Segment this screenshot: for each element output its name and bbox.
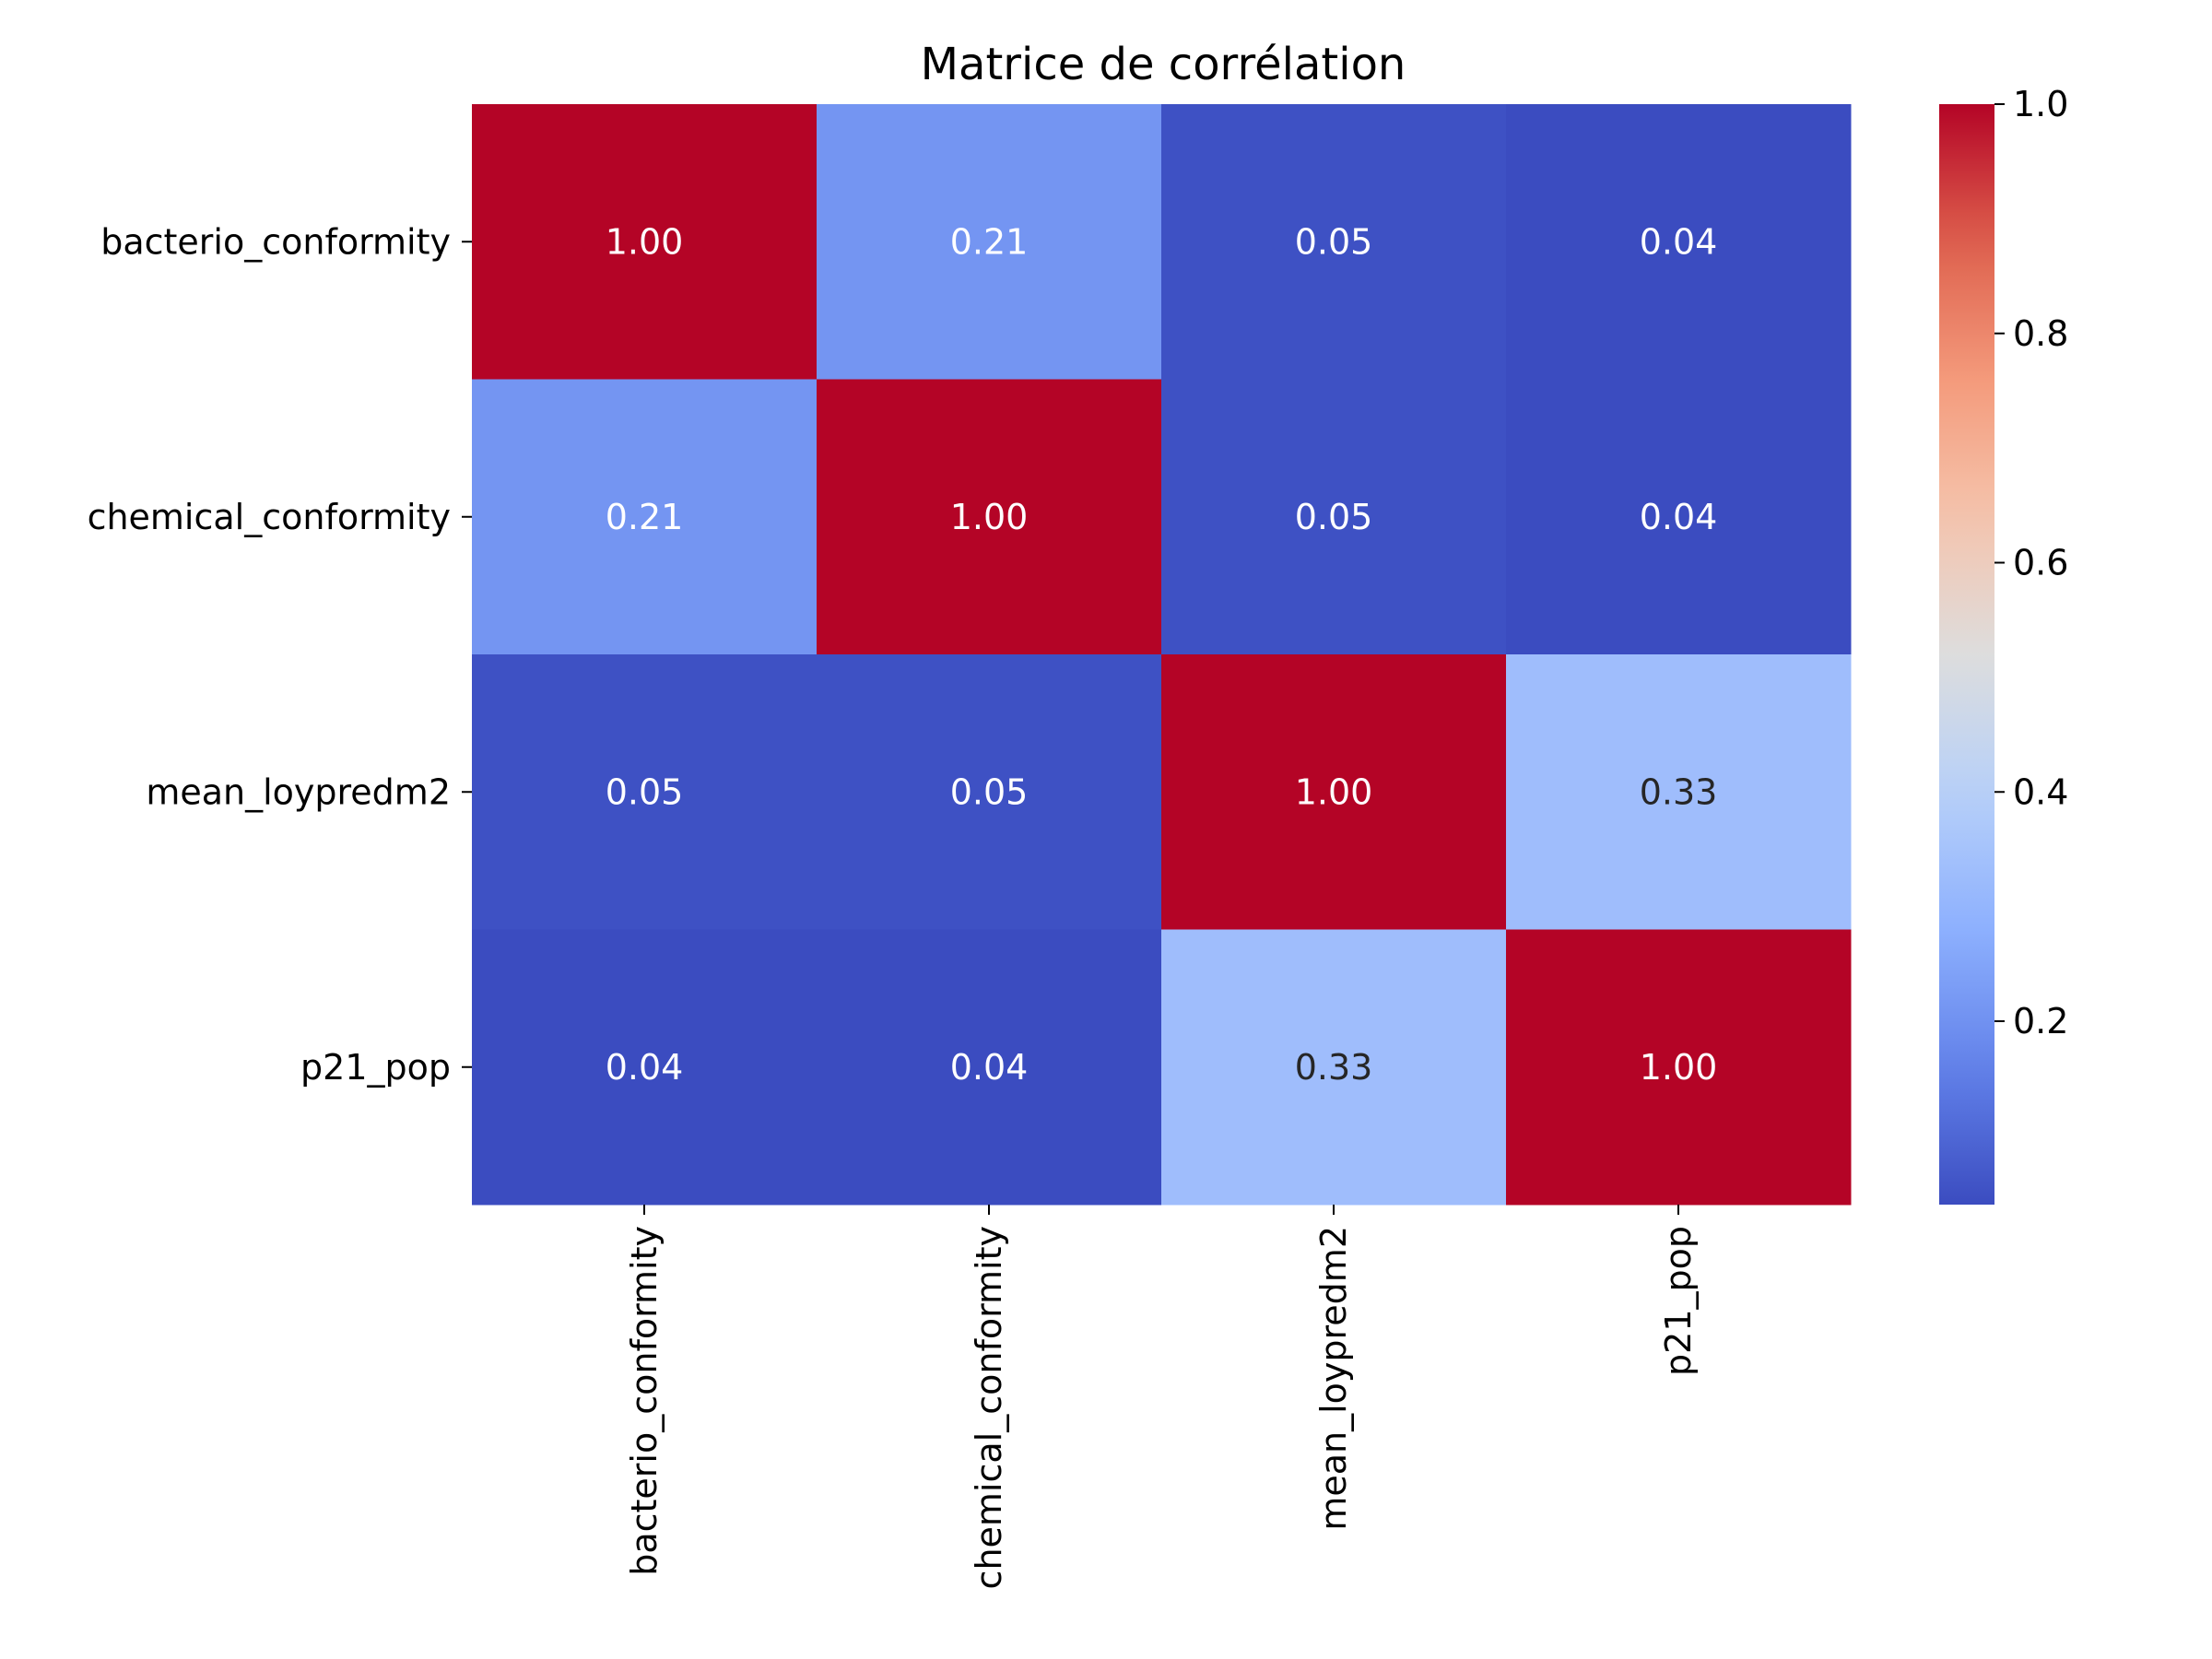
heatmap-cell-labels: 1.00 0.21 0.05 0.04 0.21 1.00 0.05 0.04 0.05 0.05…: [606, 221, 1718, 1088]
cell-value-label: 0.05: [1295, 497, 1373, 537]
y-axis-ticks: bacterio_conformity chemical_conformityme…: [88, 221, 472, 1088]
cell-value-label: 1.00: [1640, 1047, 1718, 1088]
colorbar-tick-label: 1.0: [2013, 84, 2068, 124]
cell-value-label: 0.04: [1640, 497, 1718, 537]
colorbar-tick-label: 0.2: [2013, 1001, 2068, 1041]
x-tick-label: p21_pop: [1658, 1226, 1699, 1376]
chart-title: Matrice de corrélation: [921, 39, 1406, 90]
cell-value-label: 0.04: [606, 1047, 684, 1088]
cell-value-label: 0.21: [606, 497, 684, 537]
heatmap-cell: [472, 654, 818, 930]
colorbar-ticks: 0.2 0.4 0.6 0.8 1.0: [1994, 84, 2068, 1041]
cell-value-label: 0.05: [1295, 221, 1373, 262]
x-tick-label: mean_loypredm2: [1313, 1226, 1354, 1531]
heatmap-cell: [472, 104, 818, 380]
heatmap-cell: [817, 654, 1162, 930]
colorbar-gradient: [1939, 104, 1994, 1205]
y-tick-label: bacterio_conformity: [100, 221, 451, 262]
heatmap-cell: [1506, 104, 1852, 380]
cell-value-label: 0.05: [950, 771, 1029, 812]
heatmap-cell: [817, 929, 1162, 1206]
heatmap-cell: [1161, 654, 1507, 930]
cell-value-label: 0.04: [1640, 221, 1718, 262]
heatmap-cells: [472, 104, 1852, 1206]
heatmap-cell: [1161, 379, 1507, 655]
heatmap-cell: [1161, 929, 1507, 1206]
cell-value-label: 1.00: [606, 221, 684, 262]
cell-value-label: 0.05: [606, 771, 684, 812]
heatmap-cell: [1506, 654, 1852, 930]
y-tick-label: mean_loypredm2: [146, 771, 451, 812]
cell-value-label: 1.00: [950, 497, 1029, 537]
cell-value-label: 0.04: [950, 1047, 1029, 1088]
cell-value-label: 1.00: [1295, 771, 1373, 812]
x-tick-label: bacterio_conformity: [624, 1226, 665, 1576]
colorbar-tick-label: 0.6: [2013, 543, 2068, 583]
y-tick-label: p21_pop: [300, 1047, 451, 1088]
colorbar: 0.2 0.4 0.6 0.8 1.0: [1939, 84, 2068, 1205]
heatmap-cell: [817, 379, 1162, 655]
heatmap-cell: [1506, 379, 1852, 655]
y-tick-label: chemical_conformity: [88, 497, 451, 537]
cell-value-label: 0.33: [1295, 1047, 1373, 1088]
heatmap-cell: [472, 929, 818, 1206]
heatmap-cell: [817, 104, 1162, 380]
colorbar-tick-label: 0.4: [2013, 771, 2068, 812]
heatmap-cell: [1161, 104, 1507, 380]
x-tick-label: chemical_conformity: [969, 1226, 1009, 1589]
colorbar-tick-label: 0.8: [2013, 313, 2068, 354]
cell-value-label: 0.21: [950, 221, 1029, 262]
cell-value-label: 0.33: [1640, 771, 1718, 812]
heatmap-cell: [472, 379, 818, 655]
x-axis-ticks: bacterio_conformity chemical_conformity me…: [624, 1205, 1699, 1589]
heatmap-cell: [1506, 929, 1852, 1206]
